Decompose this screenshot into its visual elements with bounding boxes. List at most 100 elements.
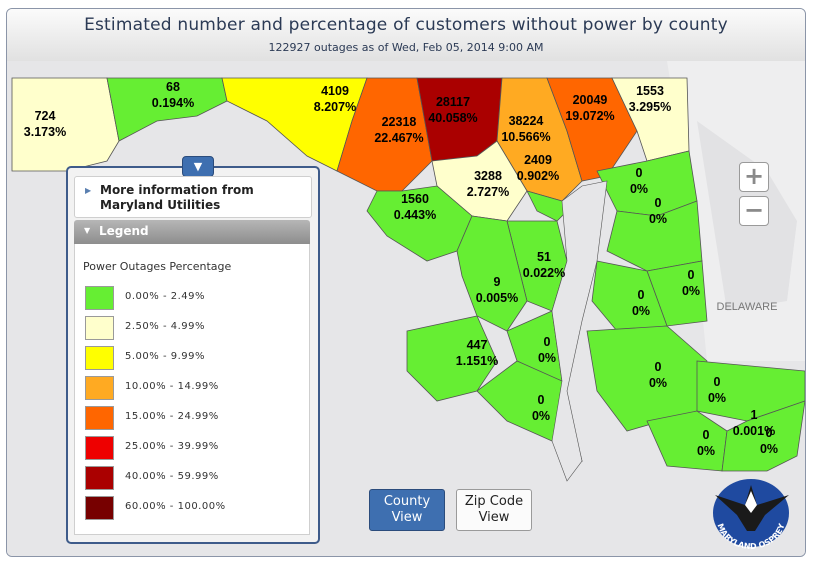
legend-swatch [85, 496, 114, 520]
legend-swatch [85, 286, 114, 310]
legend-row: 60.00% - 100.00% [85, 496, 300, 520]
map-header: Estimated number and percentage of custo… [7, 9, 805, 62]
county-count-label: 0 [688, 268, 695, 282]
county-count-label: 0 [636, 166, 643, 180]
legend-swatch [85, 376, 114, 400]
county-count-label: 724 [35, 109, 56, 123]
legend-body: Power Outages Percentage 0.00% - 2.49% 2.… [74, 244, 310, 535]
county-count-label: 68 [166, 80, 180, 94]
legend-range-label: 25.00% - 39.99% [125, 441, 219, 452]
county-count-label: 51 [537, 250, 551, 264]
county-percent-label: 40.058% [428, 111, 477, 125]
zip-code-view-button[interactable]: Zip Code View [456, 489, 532, 531]
county-percent-label: 1.151% [456, 354, 498, 368]
county-percent-label: 8.207% [314, 100, 356, 114]
county-count-label: 0 [544, 335, 551, 349]
legend-row: 40.00% - 59.99% [85, 466, 300, 490]
county-count-label: 0 [638, 288, 645, 302]
county-count-label: 1560 [401, 192, 429, 206]
map-frame: Estimated number and percentage of custo… [6, 8, 806, 557]
county-count-label: 0 [766, 426, 773, 440]
legend-row: 0.00% - 2.49% [85, 286, 300, 310]
legend-range-label: 15.00% - 24.99% [125, 411, 219, 422]
legend-swatch [85, 316, 114, 340]
county-count-label: 447 [467, 338, 488, 352]
county-count-label: 0 [714, 375, 721, 389]
county-percent-label: 2.727% [467, 185, 509, 199]
county-count-label: 0 [655, 360, 662, 374]
county-percent-label: 0% [760, 442, 778, 456]
legend-range-label: 60.00% - 100.00% [125, 501, 226, 512]
county-count-label: 0 [703, 428, 710, 442]
county-percent-label: 0.005% [476, 291, 518, 305]
county-percent-label: 0.022% [523, 266, 565, 280]
legend-title: Legend [99, 224, 149, 238]
legend-range-label: 5.00% - 9.99% [125, 351, 206, 362]
chevron-down-icon: ▼ [84, 226, 91, 235]
county-count-label: 3288 [474, 169, 502, 183]
county-count-label: 28117 [436, 95, 470, 109]
legend-swatch [85, 466, 114, 490]
county-percent-label: 0.194% [152, 96, 194, 110]
legend-header[interactable]: ▼ Legend [74, 220, 310, 244]
zoom-in-button[interactable]: + [739, 162, 769, 192]
county-count-label: 0 [538, 393, 545, 407]
map-title: Estimated number and percentage of custo… [84, 15, 728, 35]
osprey-logo-icon: MARYLAND OSPREY [713, 479, 789, 551]
county-percent-label: 3.173% [24, 125, 66, 139]
legend-row: 2.50% - 4.99% [85, 316, 300, 340]
county-percent-label: 10.566% [501, 130, 550, 144]
county-percent-label: 0.001% [733, 424, 775, 438]
legend-range-label: 40.00% - 59.99% [125, 471, 219, 482]
legend-range-label: 0.00% - 2.49% [125, 291, 206, 302]
zip-view-line2: View [478, 510, 510, 525]
county-percent-label: 0% [682, 284, 700, 298]
zoom-out-button[interactable]: − [739, 196, 769, 226]
county-percent-label: 0% [697, 444, 715, 458]
legend-subtitle: Power Outages Percentage [83, 260, 232, 273]
chevron-right-icon: ▶ [85, 186, 92, 195]
legend-swatch [85, 346, 114, 370]
county-count-label: 38224 [509, 114, 544, 128]
county-count-label: 1 [751, 408, 758, 422]
legend-range-label: 10.00% - 14.99% [125, 381, 219, 392]
map-subtitle: 122927 outages as of Wed, Feb 05, 2014 9… [268, 41, 544, 54]
legend-range-label: 2.50% - 4.99% [125, 321, 206, 332]
info-panel: ▼ ▶ More information from Maryland Utili… [66, 156, 320, 544]
neighbor-label-delaware: DELAWARE [717, 301, 778, 313]
county-percent-label: 0.443% [394, 208, 436, 222]
county-percent-label: 0% [630, 182, 648, 196]
county-count-label: 20049 [573, 93, 608, 107]
county-percent-label: 22.467% [374, 131, 423, 145]
legend-row: 5.00% - 9.99% [85, 346, 300, 370]
legend-row: 10.00% - 14.99% [85, 376, 300, 400]
county-view-button[interactable]: County View [369, 489, 445, 531]
county-count-label: 9 [494, 275, 501, 289]
county-count-label: 4109 [321, 84, 349, 98]
legend-row: 15.00% - 24.99% [85, 406, 300, 430]
legend-swatch [85, 436, 114, 460]
county-worcester[interactable] [721, 400, 805, 472]
more-info-label: More information from Maryland Utilities [100, 183, 254, 212]
county-count-label: 1553 [636, 84, 664, 98]
legend-swatch [85, 406, 114, 430]
county-percent-label: 0% [649, 212, 667, 226]
county-percent-label: 0% [649, 376, 667, 390]
county-percent-label: 19.072% [565, 109, 614, 123]
county-percent-label: 0% [708, 391, 726, 405]
county-percent-label: 0.902% [517, 169, 559, 183]
county-count-label: 22318 [382, 115, 417, 129]
county-view-line1: County [383, 494, 431, 509]
county-count-label: 2409 [524, 153, 552, 167]
county-percent-label: 0% [532, 409, 550, 423]
county-percent-label: 3.295% [629, 100, 671, 114]
zip-view-line1: Zip Code [464, 494, 524, 509]
legend-row: 25.00% - 39.99% [85, 436, 300, 460]
panel-toggle-button[interactable]: ▼ [182, 156, 214, 177]
more-info-section[interactable]: ▶ More information from Maryland Utiliti… [74, 176, 312, 218]
county-view-line2: View [391, 510, 423, 525]
chevron-down-icon: ▼ [193, 160, 203, 173]
county-count-label: 0 [655, 196, 662, 210]
county-percent-label: 0% [632, 304, 650, 318]
county-percent-label: 0% [538, 351, 556, 365]
